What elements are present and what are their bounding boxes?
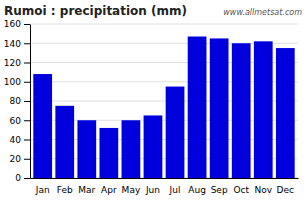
bar [55,106,74,178]
tick-label: Dec [277,185,294,195]
tick-mark [24,63,30,64]
tick: 20 [10,154,30,164]
tick: Aug [188,185,206,195]
tick-label: 60 [10,116,22,126]
tick-label: 120 [4,58,21,68]
bar [254,41,273,178]
tick: Mar [78,185,95,195]
bar [77,120,96,178]
bars [33,37,294,178]
tick-label: 80 [10,96,22,106]
tick: Feb [57,185,73,195]
tick-label: Apr [101,185,117,195]
tick-mark [24,140,30,141]
chart: Rumoi : precipitation (mm) www.allmetsat.… [0,0,306,200]
tick-label: Sep [211,185,228,195]
watermark: www.allmetsat.com [223,8,302,17]
tick-mark [24,159,30,160]
tick: May [122,185,141,195]
tick: Jun [145,185,160,195]
tick: 0 [15,173,30,183]
tick-label: Jan [35,185,50,195]
x-axis: Jan Feb Mar Apr May Jun Jul Aug Sep Oct Nov Dec [31,179,299,196]
tick: Jan [35,185,50,195]
tick-label: Jul [169,185,181,195]
tick-label: Aug [188,185,206,195]
tick-mark [24,24,30,25]
tick-label: 100 [4,77,21,87]
tick: 80 [10,96,30,106]
tick-mark [24,43,30,44]
bar [166,87,185,178]
bar [276,48,295,178]
tick-label: 20 [10,154,22,164]
tick: Nov [254,185,272,195]
plot: 020406080100120140160JanFebMarAprMayJunJ… [4,19,299,195]
bar [144,115,163,178]
tick-label: May [122,185,141,195]
tick: 140 [4,39,30,49]
bar [99,128,118,178]
tick: 100 [4,77,30,87]
tick: Dec [277,185,294,195]
bar [33,74,52,178]
tick-label: Feb [57,185,73,195]
axis-line [30,25,31,179]
tick: Oct [233,185,249,195]
grid [30,24,298,178]
tick-label: 40 [10,135,22,145]
tick-label: Jun [145,185,160,195]
tick-label: 140 [4,39,21,49]
bar [122,120,141,178]
bar [188,37,207,178]
y-axis: 0 20 40 60 80 100 120 140 160 [4,19,31,183]
bar [232,43,251,178]
tick-label: Mar [78,185,95,195]
tick-mark [24,178,30,179]
tick: 40 [10,135,30,145]
tick-mark [24,101,30,102]
tick-mark [24,120,30,121]
axis-line [31,178,299,179]
tick: 160 [4,19,30,29]
tick-label: 0 [15,173,21,183]
tick-label: 160 [4,19,21,29]
tick-label: Nov [254,185,272,195]
tick: Jul [169,185,181,195]
tick: 60 [10,116,30,126]
tick: Sep [211,185,228,195]
title: Rumoi : precipitation (mm) [4,4,187,18]
tick-mark [24,82,30,83]
bar [210,38,229,178]
tick: Apr [101,185,117,195]
grid-line [30,24,298,25]
tick: 120 [4,58,30,68]
tick-label: Oct [233,185,249,195]
